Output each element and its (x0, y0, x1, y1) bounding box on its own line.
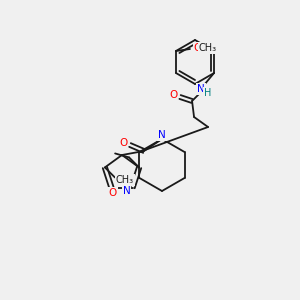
Text: N: N (158, 130, 166, 140)
Text: N: N (197, 84, 205, 94)
Text: N: N (123, 186, 130, 196)
Text: O: O (108, 188, 116, 198)
Text: O: O (169, 90, 177, 100)
Text: CH₃: CH₃ (199, 43, 217, 53)
Text: O: O (194, 43, 202, 53)
Text: H: H (204, 88, 212, 98)
Text: CH₃: CH₃ (116, 176, 134, 185)
Text: O: O (119, 138, 127, 148)
